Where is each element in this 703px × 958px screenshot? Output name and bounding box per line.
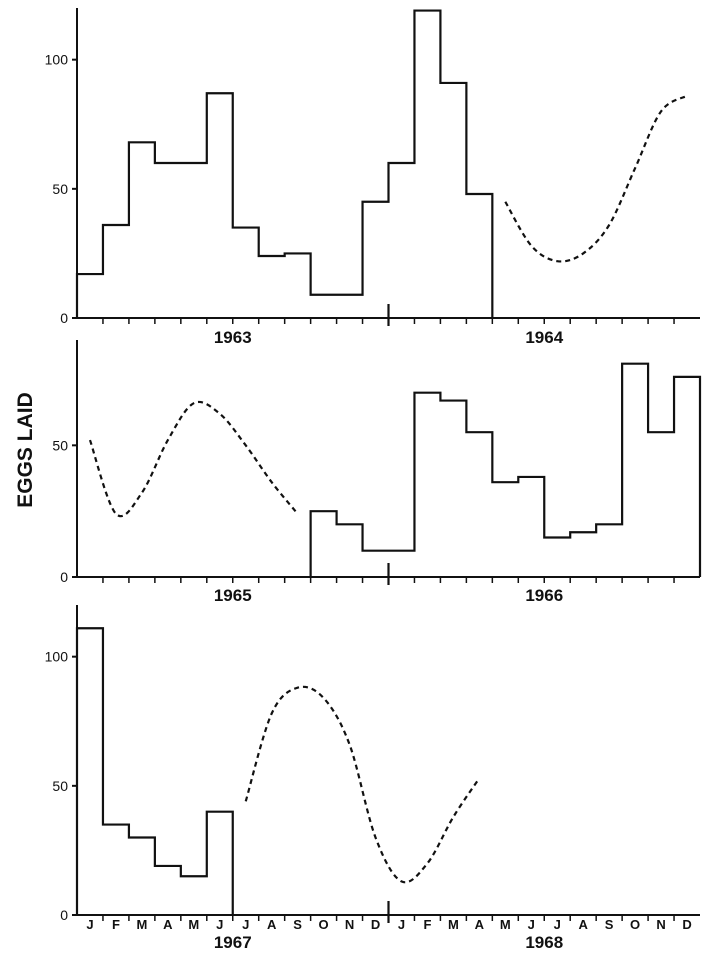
month-label: A (267, 917, 277, 932)
month-label: O (630, 917, 640, 932)
month-bar (233, 228, 259, 318)
y-tick-label: 100 (45, 649, 69, 665)
month-bar (622, 364, 648, 577)
month-bar (155, 163, 181, 318)
month-label: F (112, 917, 120, 932)
month-bar (570, 532, 596, 577)
y-tick-label: 0 (60, 569, 68, 585)
y-tick-label: 0 (60, 907, 68, 923)
panel-1963-1964: 0 50 100 1963 1964 (45, 8, 700, 347)
month-bar (207, 93, 233, 318)
month-bar (440, 83, 466, 318)
month-label: F (423, 917, 431, 932)
month-label: A (578, 917, 588, 932)
year-label: 1968 (525, 933, 563, 952)
month-bar (155, 866, 181, 915)
month-bar (363, 202, 389, 318)
month-bar (337, 295, 363, 318)
month-label: N (345, 917, 354, 932)
month-bar (466, 194, 492, 318)
year-label: 1963 (214, 328, 252, 347)
month-bar (77, 274, 103, 318)
month-bar (77, 628, 103, 915)
month-label: S (605, 917, 614, 932)
month-label: S (293, 917, 302, 932)
month-bar (648, 432, 674, 577)
month-label: A (475, 917, 485, 932)
y-axis-title: EGGS LAID (14, 392, 37, 508)
panel-1965-1966: 0 50 1965 1966 (52, 340, 702, 605)
month-bar (181, 163, 207, 318)
y-axis-title-text: EGGS LAID (14, 392, 37, 508)
dashed-curve (504, 94, 688, 263)
month-bar (103, 225, 129, 318)
y-tick-label: 50 (52, 778, 68, 794)
month-bar (596, 524, 622, 577)
month-bar (674, 377, 700, 577)
month-label: M (136, 917, 147, 932)
month-bar (389, 163, 415, 318)
month-label: O (319, 917, 329, 932)
month-label: J (216, 917, 223, 932)
year-label: 1966 (525, 586, 563, 605)
month-label: J (554, 917, 561, 932)
month-label: D (682, 917, 691, 932)
month-label: N (656, 917, 665, 932)
month-bar (311, 295, 337, 318)
month-bar (129, 142, 155, 318)
year-label: 1965 (214, 586, 252, 605)
month-bar (259, 256, 285, 318)
month-label: M (448, 917, 459, 932)
month-label: M (188, 917, 199, 932)
month-label: J (242, 917, 249, 932)
y-tick-label: 0 (60, 310, 68, 326)
month-bar (414, 11, 440, 318)
y-tick-label: 100 (45, 52, 69, 68)
month-bar (103, 825, 129, 915)
dashed-curve (244, 685, 481, 884)
month-bar (363, 551, 389, 577)
month-label: J (86, 917, 93, 932)
step-series (75, 9, 494, 318)
month-bar (311, 511, 337, 577)
month-bar (337, 524, 363, 577)
dashed-curve (88, 400, 299, 518)
y-tick-label: 50 (52, 181, 68, 197)
month-label: D (371, 917, 380, 932)
month-bar (129, 838, 155, 916)
month-bar (414, 393, 440, 577)
month-bar (389, 551, 415, 577)
step-series (309, 362, 702, 577)
step-series (75, 627, 234, 915)
month-label: A (163, 917, 173, 932)
month-bar (285, 253, 311, 318)
month-bar (440, 401, 466, 577)
month-bar (466, 432, 492, 577)
y-tick-label: 50 (52, 437, 68, 453)
year-label: 1964 (525, 328, 563, 347)
month-label: J (528, 917, 535, 932)
month-bar (207, 812, 233, 915)
month-bar (492, 482, 518, 577)
month-bar (544, 538, 570, 578)
month-label: M (500, 917, 511, 932)
year-label: 1967 (214, 933, 252, 952)
month-bar (181, 876, 207, 915)
month-label: J (398, 917, 405, 932)
month-bar (518, 477, 544, 577)
